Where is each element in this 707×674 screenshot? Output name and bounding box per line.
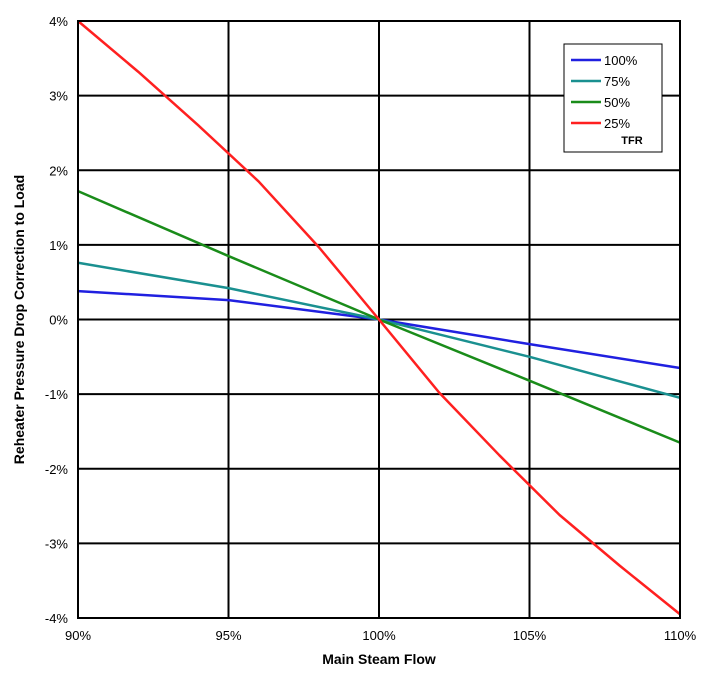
y-tick-label: -1% <box>45 387 69 402</box>
y-tick-label: 3% <box>49 89 68 104</box>
legend: 100% 75% 50% 25% TFR <box>563 43 663 153</box>
y-tick-label: -3% <box>45 536 69 551</box>
legend-items: 100% 75% 50% 25% <box>571 53 638 131</box>
x-axis-ticks: 90% 95% 100% 105% 110% <box>65 628 697 643</box>
y-tick-label: 4% <box>49 14 68 29</box>
y-axis-ticks: 4% 3% 2% 1% 0% -1% -2% -3% -4% <box>45 14 69 626</box>
legend-label: 25% <box>604 116 630 131</box>
legend-box <box>563 43 663 153</box>
x-tick-label: 100% <box>362 628 396 643</box>
x-tick-label: 110% <box>664 628 697 643</box>
y-tick-label: 1% <box>49 238 68 253</box>
x-axis-title: Main Steam Flow <box>322 651 436 667</box>
legend-title: TFR <box>621 135 642 147</box>
series-line-25pct <box>77 20 681 616</box>
y-tick-label: -4% <box>45 611 69 626</box>
y-tick-label: 0% <box>49 313 68 328</box>
x-tick-label: 90% <box>65 628 91 643</box>
y-tick-label: 2% <box>49 163 68 178</box>
legend-label: 50% <box>604 95 630 110</box>
plot-frame <box>77 20 681 619</box>
series-lines <box>77 20 681 616</box>
legend-label: 100% <box>604 53 638 68</box>
y-axis-title: Reheater Pressure Drop Correction to Loa… <box>11 175 27 464</box>
y-tick-label: -2% <box>45 462 69 477</box>
x-tick-label: 95% <box>215 628 241 643</box>
legend-label: 75% <box>604 74 630 89</box>
x-tick-label: 105% <box>513 628 547 643</box>
